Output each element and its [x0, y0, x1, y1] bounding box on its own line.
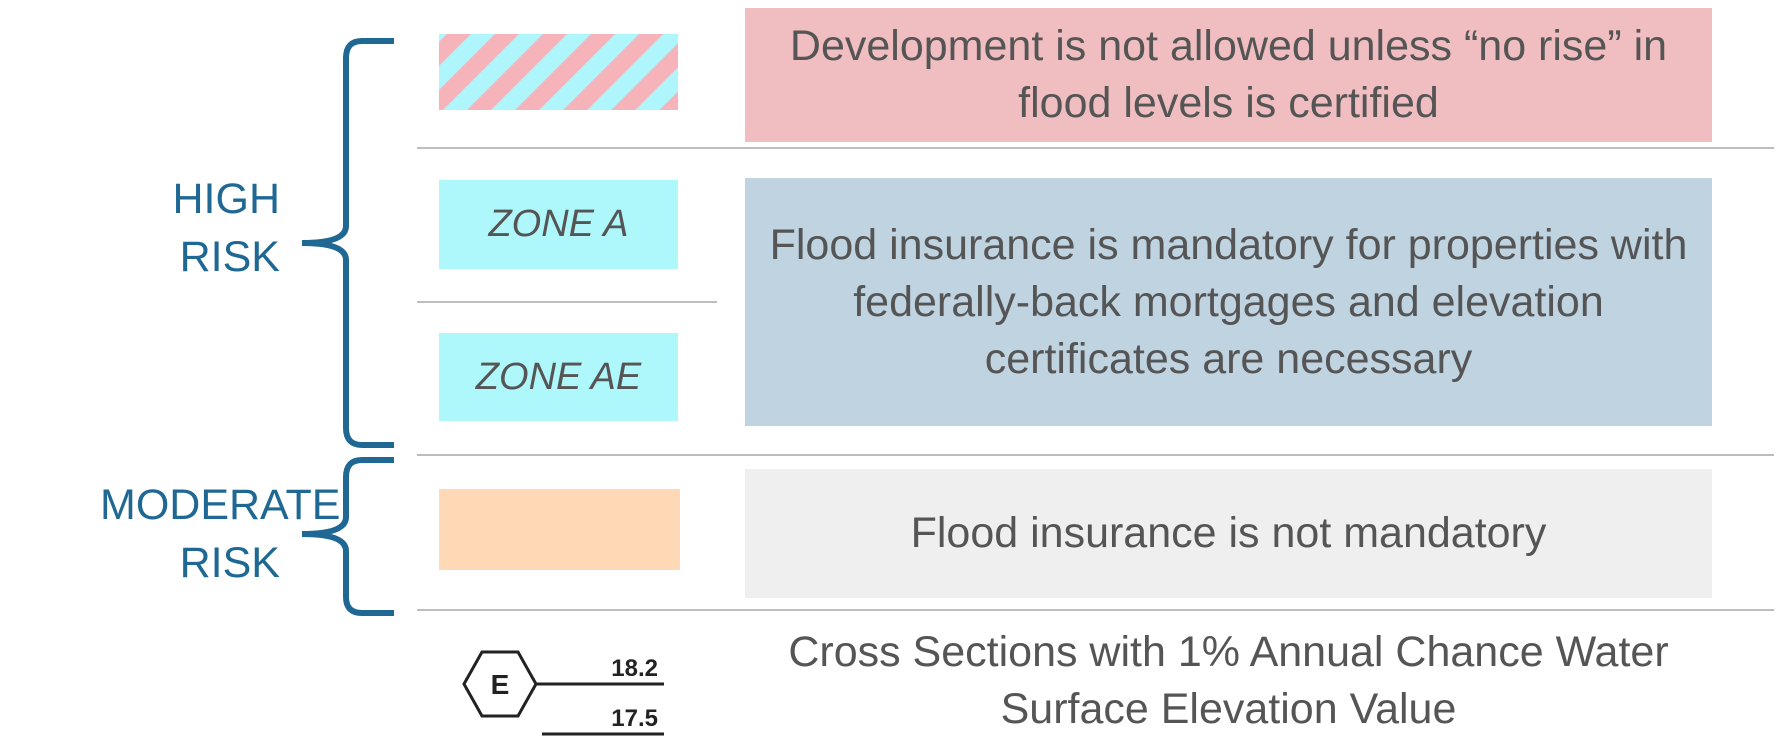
moderate-risk-label: MODERATE RISK [100, 481, 341, 587]
divider [417, 301, 717, 303]
divider [417, 454, 1774, 456]
upper-elevation: 18.2 [611, 655, 658, 682]
moderate-swatch [439, 489, 680, 570]
high-risk-label: HIGH RISK [172, 175, 281, 281]
moderate-risk-bracket [301, 457, 394, 616]
cross-section-hexagon [462, 650, 538, 718]
floodway-swatch [439, 34, 678, 110]
divider [417, 147, 1774, 149]
floodway-description: Development is not allowed unless “no ri… [745, 8, 1712, 142]
moderate-description: Flood insurance is not mandatory [745, 469, 1712, 598]
cross-section-letter: E [491, 669, 510, 700]
high-risk-bracket [301, 38, 394, 448]
lower-elevation: 17.5 [611, 705, 658, 732]
zone-a-swatch: ZONE A [439, 180, 678, 269]
zone-ae-swatch: ZONE AE [439, 333, 678, 421]
high-risk-description: Flood insurance is mandatory for propert… [745, 178, 1712, 426]
cross-section-description: Cross Sections with 1% Annual Chance Wat… [788, 628, 1669, 733]
divider [417, 609, 1774, 611]
